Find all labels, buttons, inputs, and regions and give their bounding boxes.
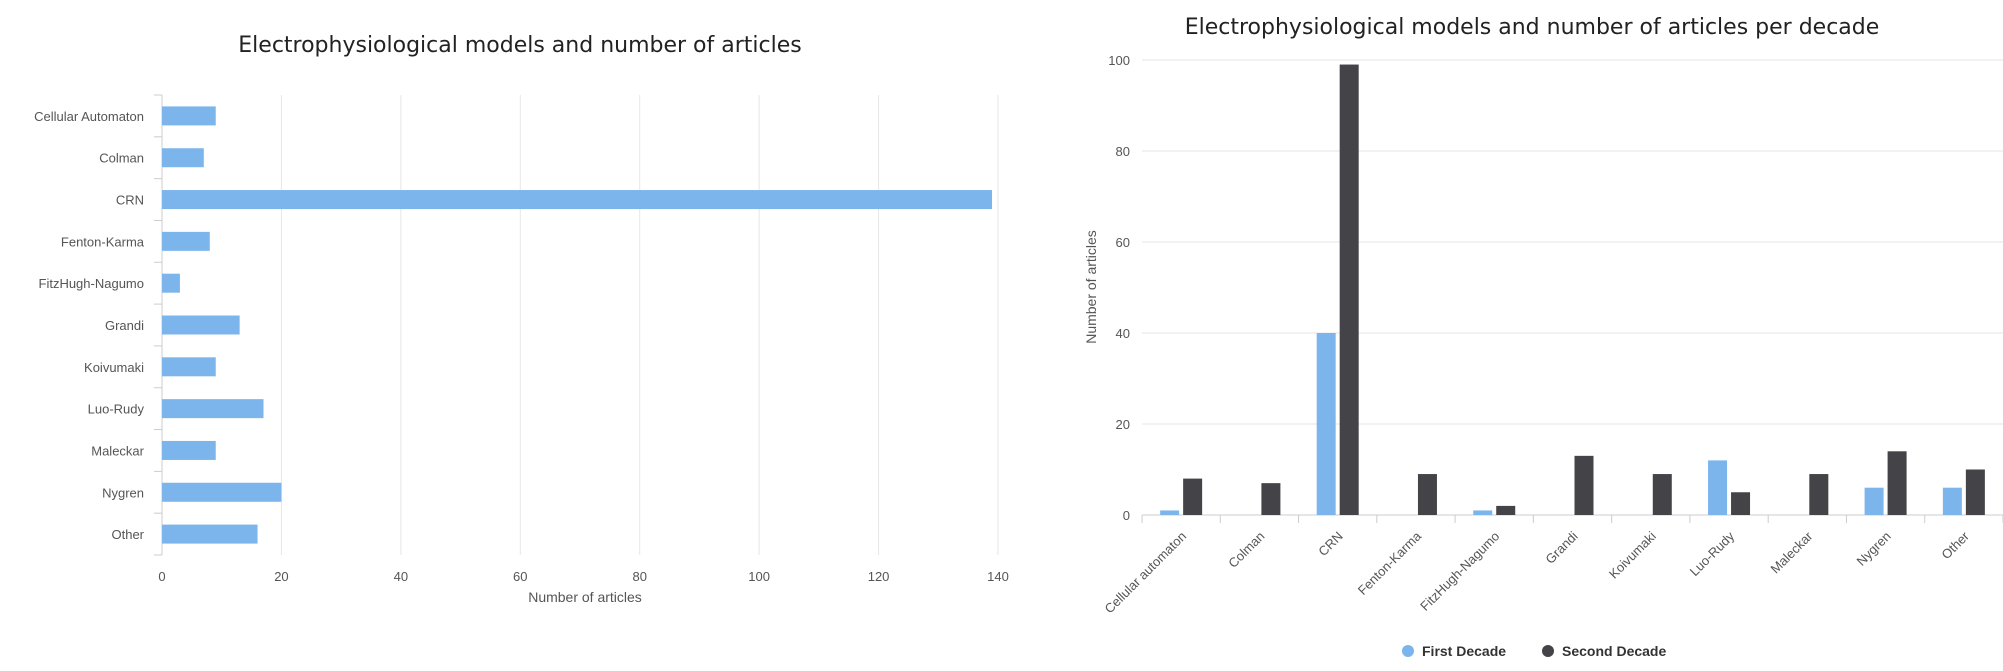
- bar[interactable]: [162, 106, 216, 126]
- bar[interactable]: [1183, 478, 1203, 515]
- bar[interactable]: [1496, 505, 1516, 515]
- y-tick-label: Fenton-Karma: [61, 234, 145, 249]
- y-tick-label: Other: [111, 527, 144, 542]
- bar[interactable]: [162, 273, 180, 293]
- x-tick-label: 0: [158, 569, 165, 584]
- legend-marker: [1542, 645, 1554, 657]
- bar[interactable]: [162, 399, 264, 419]
- y-tick-label: Luo-Rudy: [88, 402, 145, 417]
- x-tick-label: Grandi: [1542, 528, 1580, 566]
- legend-item[interactable]: Second Decade: [1562, 643, 1666, 659]
- bar[interactable]: [1160, 510, 1180, 515]
- x-tick-label: Cellular automaton: [1101, 529, 1189, 617]
- y-tick-label: Grandi: [105, 318, 144, 333]
- bar[interactable]: [1864, 487, 1884, 515]
- x-axis-title: Number of articles: [528, 589, 642, 605]
- bar[interactable]: [1574, 455, 1594, 515]
- bar[interactable]: [162, 190, 993, 210]
- x-tick-label: 140: [987, 569, 1009, 584]
- bar[interactable]: [1652, 474, 1672, 515]
- bar[interactable]: [1316, 333, 1336, 515]
- bar[interactable]: [1708, 460, 1728, 515]
- x-tick-label: 100: [748, 569, 770, 584]
- x-tick-label: CRN: [1315, 529, 1346, 560]
- bar[interactable]: [162, 357, 216, 377]
- bar[interactable]: [1887, 451, 1907, 515]
- bar[interactable]: [1809, 474, 1829, 515]
- y-tick-label: Koivumaki: [84, 360, 144, 375]
- y-tick-label: 80: [1116, 144, 1130, 159]
- bar[interactable]: [162, 231, 210, 251]
- x-tick-label: Other: [1938, 528, 1972, 562]
- legend: First Decade Second Decade: [1402, 643, 1666, 659]
- x-tick-label: Maleckar: [1768, 528, 1816, 576]
- bar[interactable]: [1417, 474, 1437, 515]
- bar[interactable]: [1339, 64, 1359, 516]
- bar[interactable]: [162, 482, 282, 502]
- y-tick-label: Maleckar: [91, 443, 144, 458]
- x-tick-label: Nygren: [1853, 529, 1893, 569]
- bar[interactable]: [162, 315, 240, 335]
- x-tick-label: Luo-Rudy: [1687, 528, 1738, 579]
- x-tick-label: 60: [513, 569, 527, 584]
- chart-title: Electrophysiological models and number o…: [238, 33, 801, 58]
- y-tick-label: 20: [1116, 417, 1130, 432]
- x-tick-label: 20: [274, 569, 288, 584]
- y-tick-label: 0: [1123, 508, 1130, 523]
- horizontal-bar-chart-panel: Electrophysiological models and number o…: [34, 33, 1009, 605]
- y-tick-label: Colman: [99, 151, 144, 166]
- legend-item[interactable]: First Decade: [1422, 643, 1506, 659]
- articles-per-model-chart: Electrophysiological models and number o…: [34, 33, 1009, 605]
- chart-title: Electrophysiological models and number o…: [1185, 15, 1880, 40]
- y-axis-title: Number of articles: [1083, 230, 1099, 344]
- bar[interactable]: [1942, 487, 1962, 515]
- x-tick-label: 40: [394, 569, 408, 584]
- y-tick-label: Nygren: [102, 485, 144, 500]
- bar[interactable]: [1965, 469, 1985, 516]
- bar[interactable]: [162, 148, 204, 168]
- articles-per-decade-chart: Electrophysiological models and number o…: [1083, 15, 2003, 659]
- y-tick-label: 60: [1116, 235, 1130, 250]
- x-tick-label: FitzHugh-Nagumo: [1417, 529, 1502, 614]
- x-tick-label: 120: [868, 569, 890, 584]
- bar[interactable]: [162, 440, 216, 460]
- x-tick-label: Koivumaki: [1606, 528, 1659, 581]
- grouped-bar-chart-panel: Electrophysiological models and number o…: [1040, 0, 2003, 671]
- y-tick-label: 40: [1116, 326, 1130, 341]
- bar[interactable]: [1731, 492, 1751, 515]
- x-tick-label: Colman: [1225, 529, 1267, 571]
- x-tick-label: 80: [632, 569, 646, 584]
- bar[interactable]: [1261, 483, 1281, 515]
- y-tick-label: 100: [1108, 53, 1130, 68]
- legend-marker: [1402, 645, 1414, 657]
- bar[interactable]: [162, 524, 258, 544]
- y-tick-label: CRN: [116, 193, 144, 208]
- y-tick-label: FitzHugh-Nagumo: [39, 276, 145, 291]
- y-tick-label: Cellular Automaton: [34, 109, 144, 124]
- x-tick-label: Fenton-Karma: [1355, 528, 1425, 598]
- bar[interactable]: [1473, 510, 1493, 515]
